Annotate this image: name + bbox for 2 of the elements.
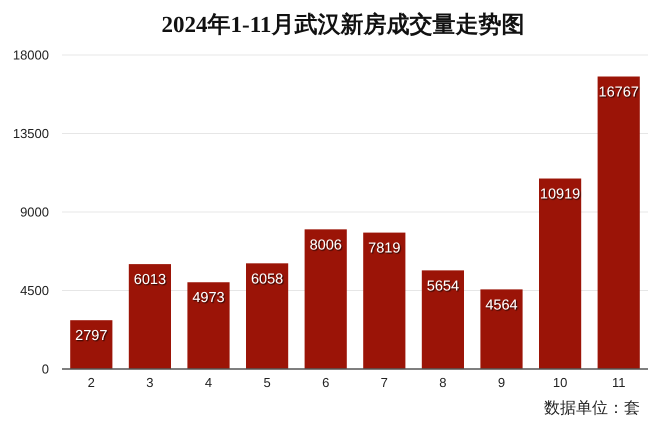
title: 2024年1-11月武汉新房成交量走势图 — [162, 12, 524, 37]
annotation: 数据单位：套 — [544, 400, 640, 417]
